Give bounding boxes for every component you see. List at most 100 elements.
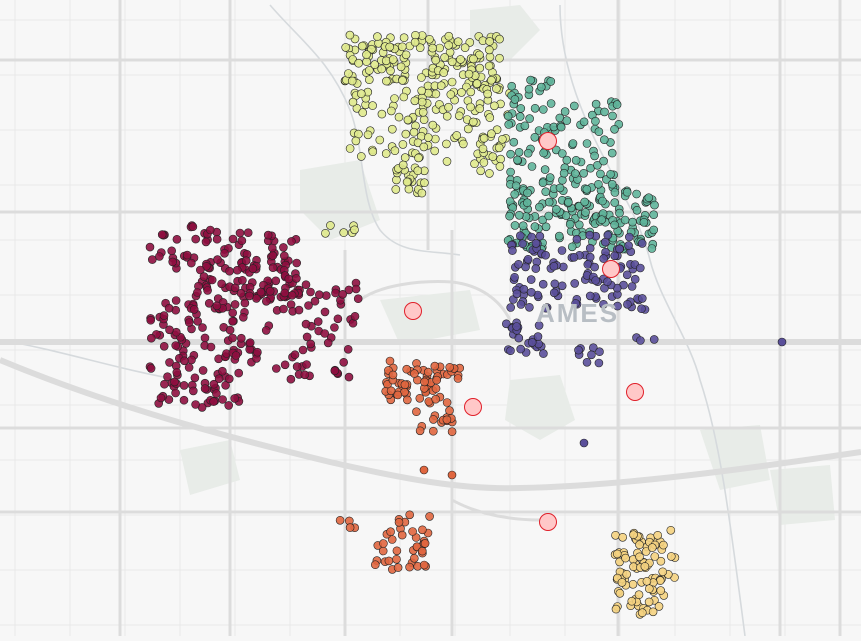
cluster-central-east-point xyxy=(549,261,559,271)
cluster-west-point xyxy=(212,389,221,398)
cluster-central-east-point xyxy=(627,282,637,291)
cluster-northwest-point xyxy=(348,97,358,107)
centroid-marker[interactable] xyxy=(464,398,482,416)
centroid-marker[interactable] xyxy=(539,513,557,531)
cluster-west-point xyxy=(165,325,174,335)
cluster-north-east-point xyxy=(569,101,579,111)
cluster-southeast-point xyxy=(659,540,668,550)
cluster-northwest-point xyxy=(454,111,464,121)
cluster-north-east-point xyxy=(580,197,590,207)
cluster-central-east-point xyxy=(516,344,526,354)
cluster-west-point xyxy=(200,384,210,393)
cluster-north-east-point xyxy=(546,99,556,108)
cluster-north-east-point xyxy=(579,117,589,127)
cluster-west-point xyxy=(279,304,288,314)
cluster-north-east-point xyxy=(551,205,561,214)
cluster-northwest-point xyxy=(492,84,501,93)
cluster-west-point xyxy=(333,314,343,324)
cluster-central-east-point xyxy=(637,304,646,314)
cluster-south-central-point xyxy=(393,390,403,400)
cluster-northwest-point xyxy=(377,64,387,74)
cluster-north-east-point xyxy=(530,133,540,142)
centroid-marker[interactable] xyxy=(539,132,557,150)
road-curve xyxy=(359,280,512,321)
cluster-southeast-point xyxy=(617,578,627,587)
cluster-north-east-point xyxy=(565,219,575,229)
cluster-north-east-point xyxy=(599,156,608,166)
cluster-northwest-point xyxy=(475,104,485,113)
cluster-south-central-point xyxy=(430,361,440,371)
cluster-west-point xyxy=(201,237,211,247)
cluster-northwest-point xyxy=(339,228,349,237)
cluster-northwest-point xyxy=(397,42,407,52)
cluster-northwest-point xyxy=(394,112,404,122)
cluster-north-east-point xyxy=(560,107,570,116)
cluster-northwest-point xyxy=(430,134,440,144)
cluster-north-east-point xyxy=(556,122,566,132)
centroid-marker[interactable] xyxy=(626,383,644,401)
cluster-north-east-point xyxy=(593,161,602,170)
cluster-northwest-point xyxy=(345,144,355,153)
cluster-central-east-point xyxy=(516,300,526,309)
cluster-west-point xyxy=(236,288,246,298)
cluster-north-east-point xyxy=(610,125,619,134)
cluster-west-point xyxy=(294,305,304,315)
cluster-southeast-point xyxy=(640,562,650,571)
cluster-northwest-point xyxy=(398,76,407,85)
cluster-west-point xyxy=(261,296,271,306)
cluster-south-central-point xyxy=(453,374,463,383)
cluster-northwest-point xyxy=(357,41,367,51)
cluster-central-east-point xyxy=(591,276,600,285)
cluster-northwest-point xyxy=(417,73,426,82)
cluster-northwest-point xyxy=(495,34,504,44)
cluster-west-point xyxy=(224,401,233,410)
cluster-south-central-point xyxy=(445,362,455,372)
cluster-northwest-point xyxy=(466,102,475,112)
cluster-west-point xyxy=(268,263,278,273)
cluster-southeast-point xyxy=(627,596,637,606)
cluster-north-east-point xyxy=(540,165,550,174)
cluster-northwest-point xyxy=(388,55,398,64)
cluster-south-central-point xyxy=(388,370,398,380)
centroid-marker[interactable] xyxy=(404,302,422,320)
cluster-west-point xyxy=(292,362,302,371)
cluster-central-east-point xyxy=(525,302,534,312)
cluster-central-east-point xyxy=(624,232,634,242)
cluster-north-east-point xyxy=(571,156,581,165)
cluster-west-point xyxy=(172,235,182,244)
cluster-southeast-point xyxy=(642,576,652,586)
cluster-south-central-point xyxy=(447,427,457,437)
centroid-marker[interactable] xyxy=(602,260,620,278)
cluster-north-east-point xyxy=(612,100,622,109)
cluster-northwest-point xyxy=(410,96,420,106)
cluster-northwest-point xyxy=(396,62,406,72)
cluster-northwest-point xyxy=(428,120,438,130)
cluster-northwest-point xyxy=(417,188,427,198)
cluster-central-east-point xyxy=(637,239,647,248)
cluster-west-point xyxy=(206,342,216,352)
cluster-northwest-point xyxy=(440,53,449,62)
cluster-south-central-point xyxy=(385,356,395,366)
cluster-northwest-point xyxy=(409,127,419,137)
cluster-west-point xyxy=(163,372,172,382)
cluster-northwest-point xyxy=(356,89,366,98)
cluster-southeast-point xyxy=(635,540,644,550)
cluster-northwest-point xyxy=(402,177,412,187)
data-points xyxy=(145,30,787,619)
cluster-west-point xyxy=(286,374,296,384)
cluster-south-central-point xyxy=(405,562,414,572)
cluster-west-point xyxy=(301,319,311,329)
cluster-north-east-point xyxy=(545,173,555,182)
cluster-west-point xyxy=(310,296,320,306)
cluster-northwest-point xyxy=(401,129,411,139)
cluster-north-east-point xyxy=(596,169,605,179)
cluster-northwest-point xyxy=(351,136,361,146)
cluster-north-east-point xyxy=(506,149,515,159)
cluster-south-central-point xyxy=(386,527,395,537)
cluster-northwest-point xyxy=(442,111,452,121)
cluster-southeast-point xyxy=(644,597,654,607)
cluster-south-central-point xyxy=(400,380,410,390)
cluster-south-central-point xyxy=(384,556,394,566)
cluster-central-east-point xyxy=(514,333,524,343)
